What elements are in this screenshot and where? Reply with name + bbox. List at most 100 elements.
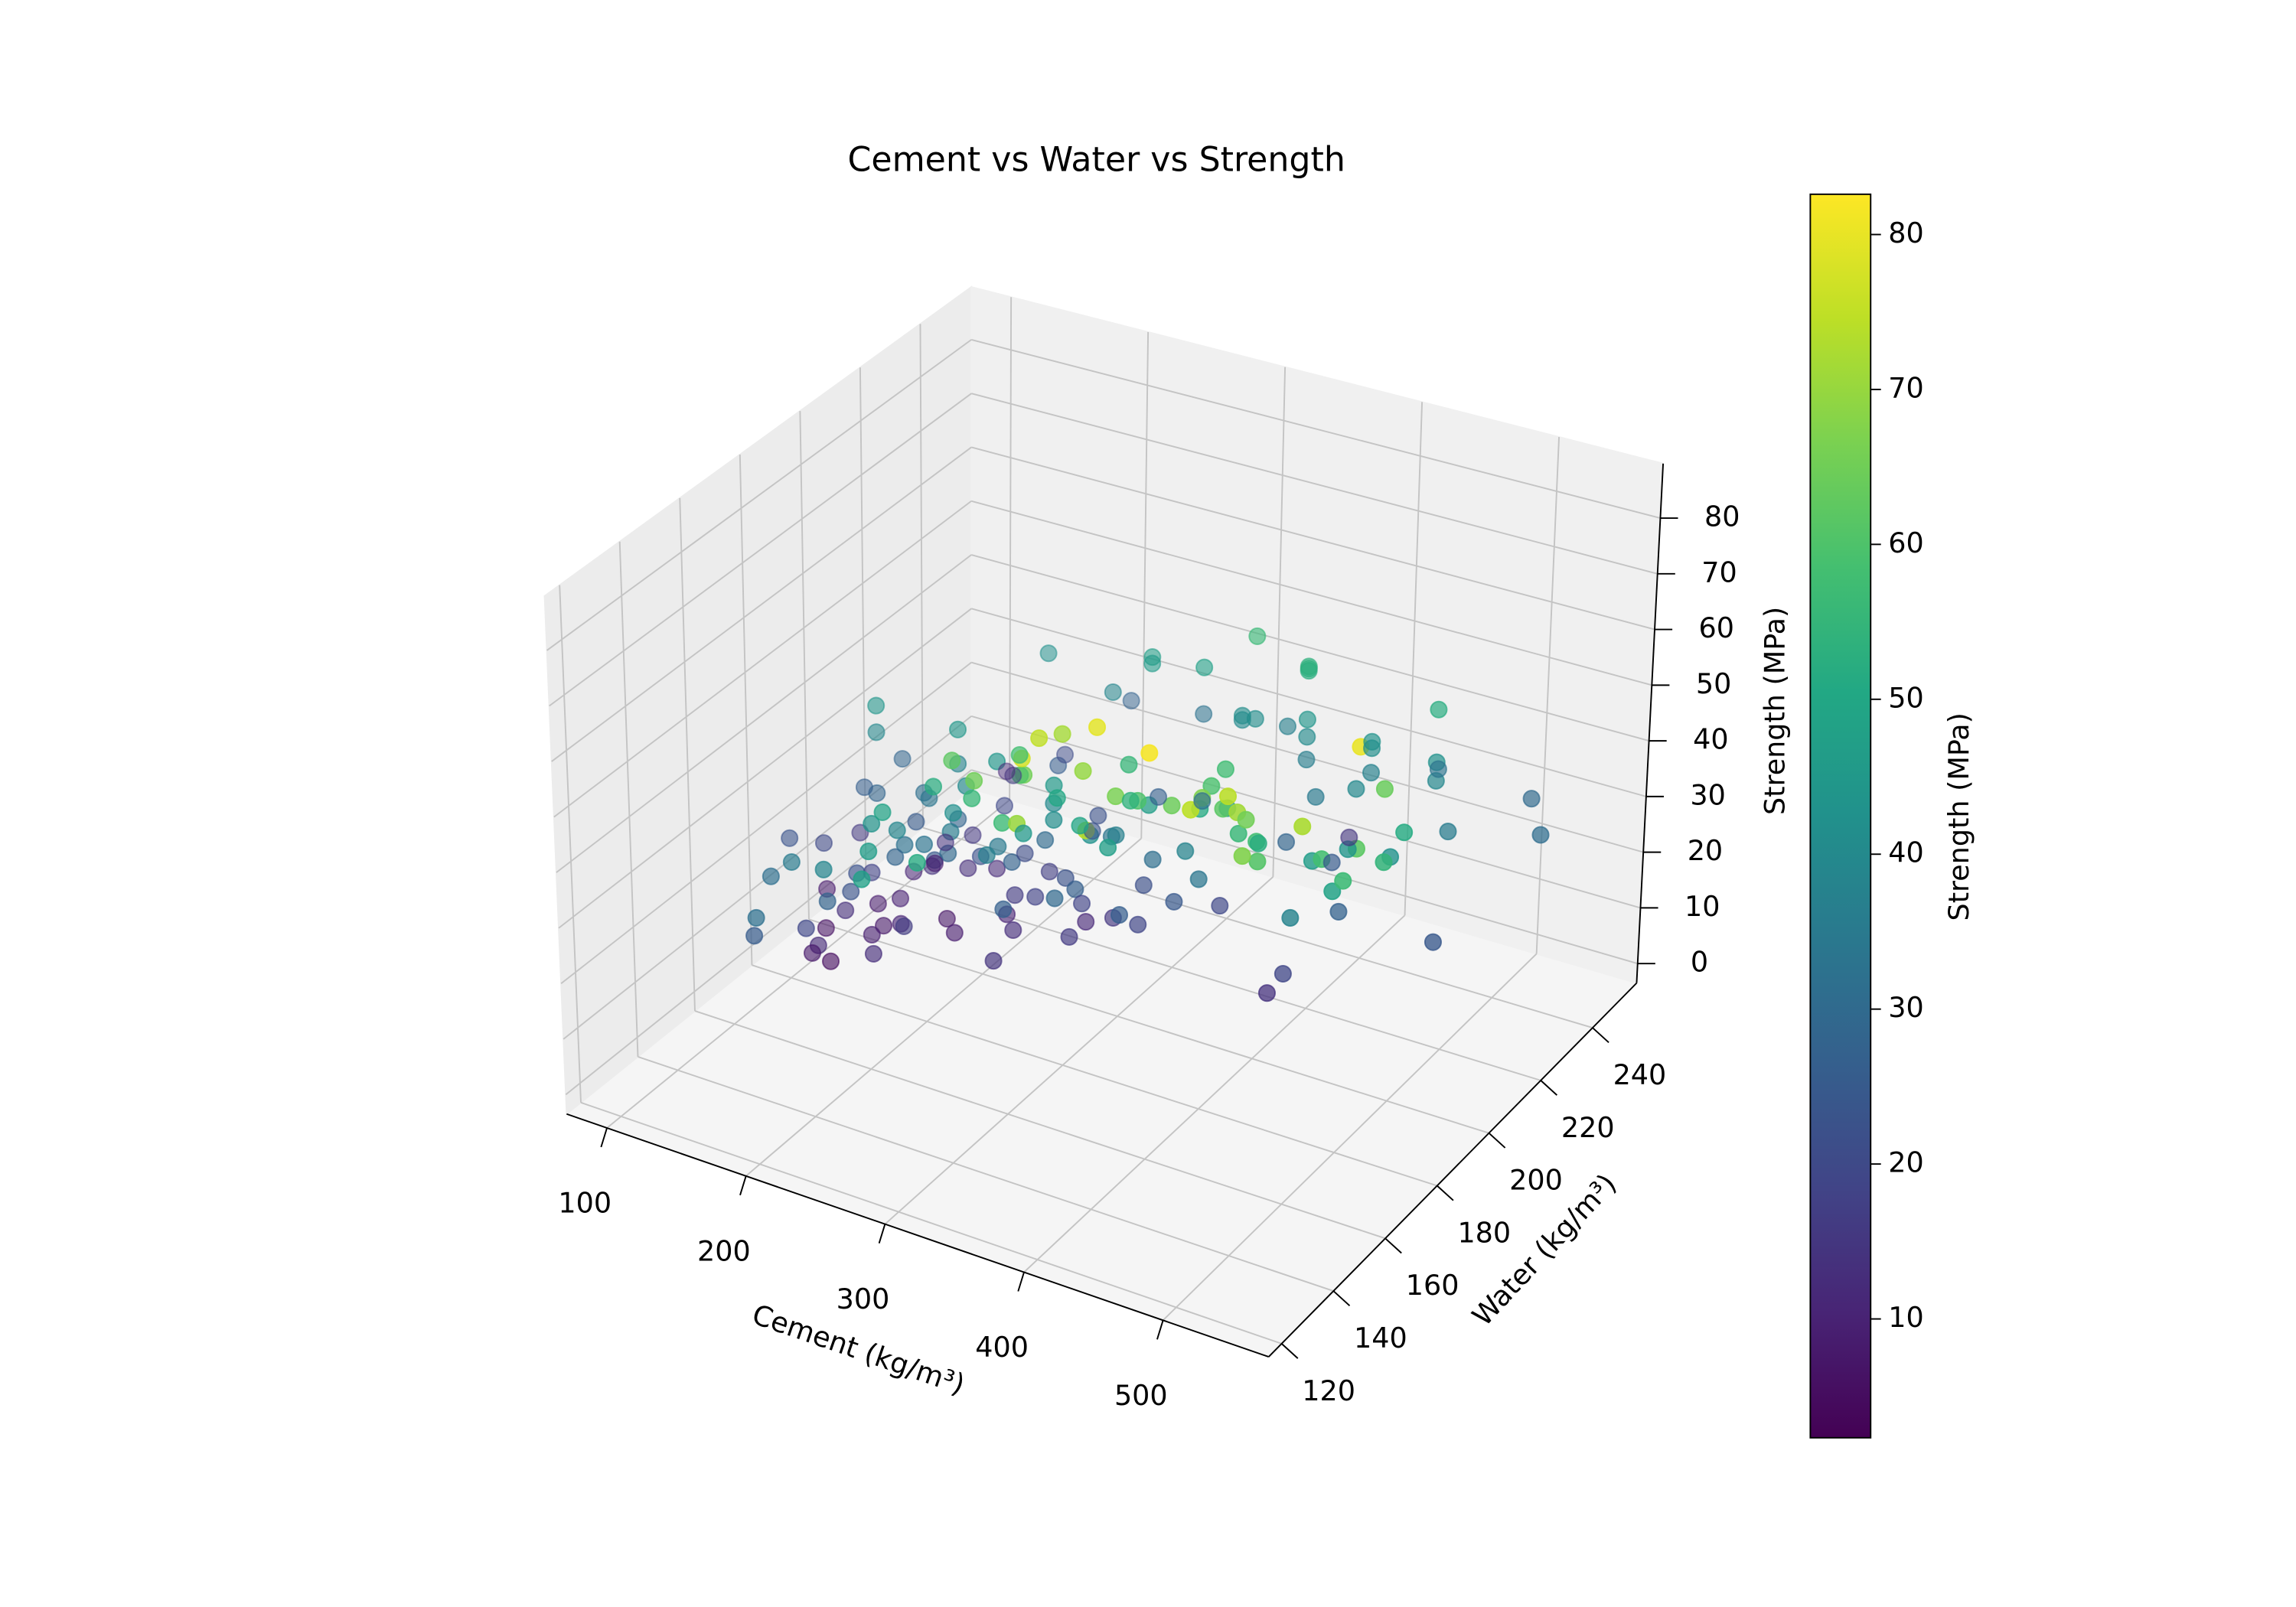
data-point [814, 860, 833, 878]
data-point [855, 778, 873, 797]
data-point [782, 852, 801, 872]
colorbar [1809, 193, 1872, 1439]
grid-line [1023, 914, 1406, 1273]
data-point [1293, 817, 1312, 836]
data-point [747, 908, 765, 927]
data-point [908, 853, 926, 872]
data-point [869, 895, 887, 913]
data-point [1531, 826, 1550, 844]
grid-line [799, 411, 810, 920]
data-point [1140, 744, 1159, 762]
grid-line [1162, 953, 1538, 1322]
data-point [1143, 850, 1162, 869]
data-point [1429, 760, 1447, 778]
y-tick [1540, 1080, 1557, 1096]
z-tick-label: 60 [1699, 611, 1734, 644]
data-point [1248, 852, 1267, 871]
data-point [1297, 751, 1316, 769]
grid-line [970, 769, 1639, 965]
data-point [995, 797, 1014, 815]
grid-line [553, 500, 972, 818]
grid-line [970, 715, 1641, 909]
x-tick-label: 500 [1114, 1379, 1168, 1412]
z-tick-label: 40 [1693, 723, 1728, 756]
grid-line [970, 446, 1655, 631]
y-tick [1488, 1132, 1506, 1149]
data-point [977, 846, 996, 864]
data-point [1089, 807, 1107, 825]
data-point [1229, 824, 1247, 843]
data-point [1375, 853, 1393, 872]
grid-line [694, 1010, 1386, 1240]
data-point [874, 917, 893, 935]
data-point [924, 777, 943, 796]
data-point [1218, 787, 1238, 806]
x-tick-label: 400 [975, 1331, 1029, 1364]
data-point [993, 813, 1011, 832]
data-point [1045, 810, 1063, 830]
data-point [781, 829, 799, 847]
x-tick [1156, 1320, 1164, 1340]
z-tick-label: 0 [1691, 946, 1708, 979]
data-point [1134, 876, 1153, 895]
data-point [1120, 755, 1138, 774]
grid-line [580, 1101, 1282, 1345]
data-point [1040, 862, 1058, 881]
data-point [891, 889, 910, 908]
data-point [1104, 683, 1122, 702]
grid-line [549, 393, 972, 707]
data-point [907, 813, 925, 831]
data-point [893, 750, 912, 768]
data-point [1004, 766, 1022, 784]
grid-line [1272, 367, 1287, 877]
x-tick-label: 100 [558, 1186, 612, 1219]
data-point [925, 854, 944, 872]
grid-line [618, 541, 639, 1057]
data-point [1211, 897, 1229, 915]
data-point [1150, 787, 1168, 806]
colorbar-tick-label: 10 [1888, 1301, 1923, 1334]
data-point [1176, 842, 1195, 860]
data-point [1300, 657, 1318, 676]
data-point [1039, 644, 1058, 663]
data-point [1522, 790, 1541, 808]
x-tick [739, 1175, 747, 1196]
z-tick-label: 70 [1701, 556, 1737, 588]
data-point [1016, 844, 1034, 862]
data-point [1424, 933, 1442, 951]
x-tick-label: 200 [697, 1234, 751, 1267]
z-tick-label: 10 [1684, 890, 1720, 923]
data-point [837, 901, 855, 920]
data-point [1439, 823, 1457, 841]
data-point [984, 952, 1003, 970]
data-point [1014, 824, 1032, 843]
data-point [915, 835, 934, 853]
data-point [1216, 760, 1234, 778]
grid-line [559, 585, 582, 1103]
data-point [1006, 886, 1024, 905]
data-point [797, 919, 815, 937]
y-tick-label: 240 [1613, 1058, 1667, 1091]
y-tick-label: 220 [1561, 1111, 1615, 1144]
y-tick-label: 140 [1354, 1322, 1407, 1354]
data-point [1030, 729, 1049, 748]
data-point [886, 848, 905, 866]
y-tick [1280, 1343, 1299, 1359]
grid-line [546, 339, 972, 651]
data-point [842, 882, 860, 901]
grid-line [866, 872, 1541, 1081]
grid-line [919, 324, 924, 828]
data-point [1107, 826, 1125, 844]
grid-line [679, 497, 696, 1012]
grid-line [739, 454, 753, 966]
data-point [936, 833, 954, 852]
grid-line [808, 918, 1489, 1134]
data-point [1072, 895, 1091, 913]
data-point [1129, 915, 1147, 934]
x-axis-line [566, 1113, 1270, 1358]
data-point [1249, 834, 1267, 852]
data-point [997, 762, 1016, 781]
data-point [1395, 823, 1414, 842]
data-point [1088, 718, 1107, 736]
